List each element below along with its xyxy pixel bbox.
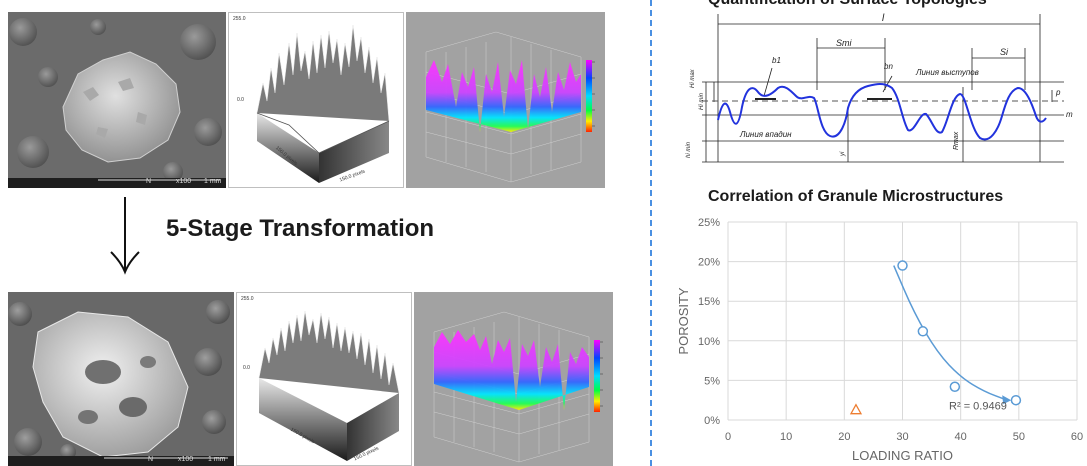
sem-after-detector: N	[148, 456, 154, 463]
sem-before-scale: 1 mm	[204, 178, 222, 185]
surface-topology-title: Quantification of Surface Topologies	[708, 0, 987, 9]
y-tick-label: 10%	[698, 336, 720, 348]
label-himax: Hi max	[690, 69, 696, 88]
transformation-label: 5-Stage Transformation	[166, 215, 435, 242]
sem-image-before: N x100 1 mm	[8, 12, 226, 188]
label-b1: b1	[772, 56, 781, 65]
sem-after-graphic	[8, 292, 234, 466]
label-himin: Hi min	[699, 92, 705, 110]
data-point-triangle	[849, 403, 863, 415]
color-surface-before-graphic	[406, 12, 605, 188]
label-himin-lower: hi min	[686, 141, 692, 158]
data-point-circle	[1010, 394, 1022, 406]
data-point-circle	[917, 326, 929, 337]
label-l: l	[882, 13, 885, 24]
x-axis-label: LOADING RATIO	[852, 448, 953, 463]
data-point-circle	[897, 260, 908, 271]
x-tick-label: 40	[955, 431, 967, 443]
gray-surface-after-graphic	[258, 310, 400, 461]
sem-after-mag: x100	[178, 456, 194, 463]
chart-title: Correlation of Granule Microstructures	[708, 188, 1004, 205]
gray-after-axis-z-zero: 0.0	[243, 365, 250, 371]
porosity-chart: 0 10 20 30 40 50 60 0% 5% 10% 15% 20% 25% LOADING RAT…	[676, 217, 1083, 463]
color-3d-plot-after	[414, 292, 613, 466]
gray-axis-z-top: 255.0	[233, 16, 246, 22]
panel-divider	[650, 0, 652, 466]
y-tick-label: 25%	[698, 217, 720, 229]
label-smi: Smi	[836, 38, 852, 48]
x-tick-label: 50	[1013, 431, 1025, 443]
y-tick-label: 20%	[698, 257, 720, 269]
x-tick-label: 10	[780, 431, 792, 443]
sem-before-detector: N	[146, 178, 152, 185]
color-surface-after-graphic	[414, 292, 613, 466]
label-rmax: Rmax	[953, 131, 960, 150]
label-p: p	[1056, 88, 1061, 97]
color-3d-plot-before	[406, 12, 605, 188]
y-axis-label: POROSITY	[676, 287, 691, 355]
label-si: Si	[1000, 47, 1009, 57]
trendline	[893, 265, 1008, 401]
x-tick-label: 20	[838, 431, 850, 443]
grayscale-3d-plot-after: 255.0 0.0 150.0 pixels 150.0 pixels	[236, 292, 412, 466]
trendline-arrowhead	[1002, 395, 1012, 405]
down-arrow-icon	[110, 197, 140, 275]
y-tick-label: 0%	[704, 415, 720, 427]
gray-after-axis-z-top: 255.0	[241, 296, 254, 302]
y-tick-label: 5%	[704, 375, 720, 387]
gray-surface-before-graphic	[256, 24, 390, 183]
r-squared-annotation: R² = 0.9469	[949, 401, 1007, 413]
x-tick-label: 0	[725, 431, 731, 443]
x-tick-label: 30	[896, 431, 908, 443]
sem-image-after: N x100 1 mm	[8, 292, 234, 466]
label-bn: bn	[884, 62, 893, 71]
y-tick-label: 15%	[698, 296, 720, 308]
gray-axis-z-zero: 0.0	[237, 97, 244, 103]
data-point-circle	[949, 381, 961, 392]
x-tick-label: 60	[1071, 431, 1083, 443]
grayscale-3d-plot-before: 255.0 0.0 150.0 pixels 150.0 pixels	[228, 12, 404, 188]
sem-before-graphic	[8, 12, 226, 188]
label-peak-line: Линия выступов	[916, 68, 979, 77]
surface-topology-diagram	[702, 14, 1064, 163]
sem-after-scale: 1 mm	[208, 456, 226, 463]
sem-before-mag: x100	[176, 178, 192, 185]
label-yi: yi	[840, 151, 846, 156]
label-valley-line: Линия впадин	[740, 130, 792, 139]
label-m: m	[1066, 110, 1073, 119]
